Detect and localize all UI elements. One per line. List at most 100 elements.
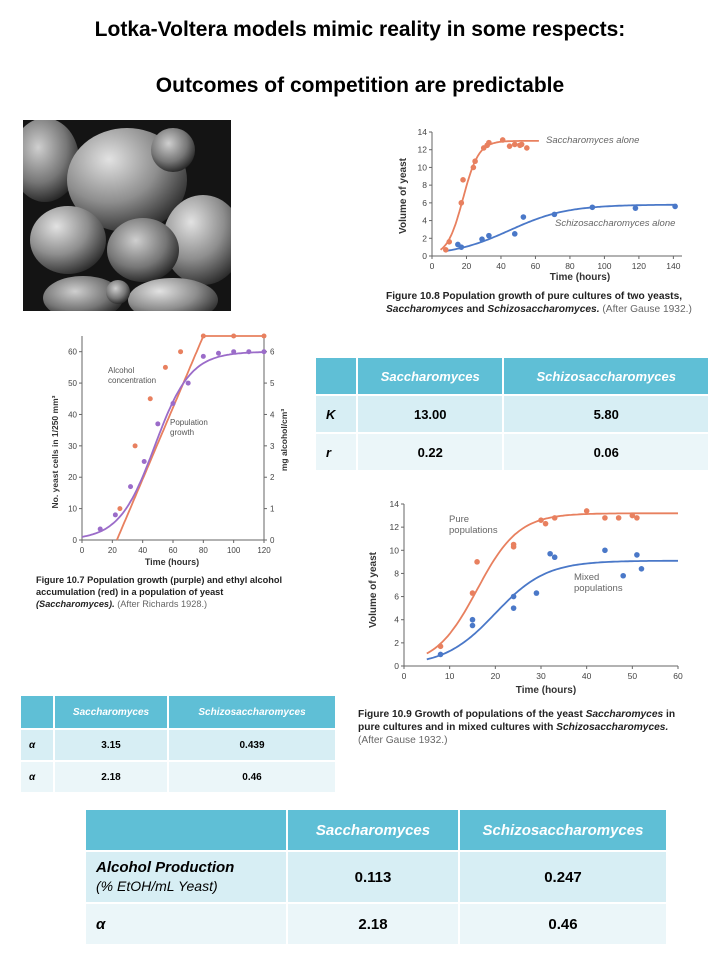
mixed-point	[620, 572, 626, 579]
pure-label-line1: Pure	[449, 514, 469, 525]
alcohol-point	[117, 506, 123, 512]
table-header-schizosaccharomyces: Schizosaccharomyces	[169, 696, 335, 728]
caption-species: (Saccharomyces).	[36, 599, 115, 609]
x-tick-label: 0	[80, 546, 85, 555]
pure-point	[474, 559, 480, 565]
cell-value: 0.113	[354, 868, 392, 886]
slide-title-line1: Lotka-Voltera models mimic reality in so…	[94, 18, 626, 41]
pure-point	[615, 515, 622, 521]
x-tick-label: 60	[531, 261, 541, 271]
schizosaccharomyces-point	[672, 203, 678, 210]
saccharomyces-point	[442, 247, 449, 253]
x-tick-label: 100	[597, 261, 611, 271]
row-label-alcohol-production: Alcohol Production (% EtOH/mL Yeast)	[86, 852, 286, 902]
saccharomyces-point	[460, 177, 466, 183]
table-row: K 13.00 5.80	[316, 396, 708, 432]
y-right-tick-label: 2	[270, 473, 275, 482]
schizosaccharomyces-point	[486, 232, 492, 239]
figure-10-9-caption: Figure 10.9 Growth of populations of the…	[358, 708, 694, 747]
cell-value: 0.439	[239, 739, 265, 751]
x-tick-label: 80	[565, 261, 575, 271]
x-tick-label: 30	[536, 671, 546, 681]
schizosaccharomyces-point	[520, 214, 527, 220]
saccharomyces-point	[470, 164, 477, 171]
table-k-r: Saccharomyces Schizosaccharomyces K 13.0…	[314, 356, 710, 472]
y-tick-label: 10	[418, 162, 428, 172]
saccharomyces-point	[518, 141, 525, 148]
row-label-r: r	[326, 444, 332, 460]
schizosaccharomyces-point	[589, 204, 596, 211]
alcohol-label-line2: concentration	[108, 376, 156, 385]
x-tick-label: 60	[673, 671, 683, 681]
caption-text: Population growth (purple) and ethyl alc…	[36, 575, 283, 597]
figure-10-7-caption: Figure 10.7 Population growth (purple) a…	[36, 574, 300, 610]
x-tick-label: 140	[666, 261, 680, 271]
pure-point	[634, 515, 640, 521]
table-row: Alcohol Production (% EtOH/mL Yeast) 0.1…	[86, 852, 666, 902]
population-point	[216, 350, 221, 356]
saccharomyces-point	[486, 139, 492, 146]
x-tick-label: 10	[445, 671, 455, 681]
x-axis-label: Time (hours)	[145, 557, 199, 567]
population-point	[246, 349, 252, 355]
y-tick-label: 8	[394, 568, 399, 578]
x-tick-label: 40	[582, 671, 592, 681]
y-right-tick-label: 5	[270, 379, 275, 388]
schizosaccharomyces-point	[458, 244, 465, 250]
figure-10-9: 0 10 20 30 40 50 60 0 2 4 6 8 10 12 14 Time (hours) Vo…	[356, 492, 696, 774]
population-point	[200, 353, 206, 359]
cell-value: 0.06	[593, 444, 619, 460]
caption-text-1: Growth of populations of the yeast	[414, 709, 583, 720]
y-right-tick-label: 3	[270, 442, 275, 451]
y-tick-label: 30	[68, 442, 77, 451]
y-right-tick-label: 1	[270, 505, 275, 514]
y-right-tick-label: 6	[270, 348, 275, 357]
x-tick-label: 40	[496, 261, 506, 271]
pure-point	[538, 517, 544, 523]
table-header-schizosaccharomyces: Schizosaccharomyces	[504, 358, 708, 394]
alcohol-point	[162, 364, 168, 370]
y-tick-label: 0	[394, 661, 399, 671]
mixed-point	[634, 552, 640, 558]
caption-citation: (After Gause 1932.)	[358, 735, 448, 746]
population-point	[141, 459, 147, 465]
population-label-line2: growth	[170, 428, 194, 437]
figure-10-8-caption: Figure 10.8 Population growth of pure cu…	[386, 290, 694, 316]
population-point	[185, 380, 191, 386]
pure-point	[583, 508, 590, 514]
table-header-schizosaccharomyces: Schizosaccharomyces	[460, 810, 666, 850]
pure-point	[437, 643, 444, 650]
figure-10-9-chart: 0 10 20 30 40 50 60 0 2 4 6 8 10 12 14 Time (hours) Vo…	[368, 499, 683, 696]
x-tick-label: 20	[491, 671, 501, 681]
mixed-point	[547, 550, 553, 557]
y-tick-label: 2	[422, 233, 427, 243]
pure-point	[542, 520, 549, 527]
x-tick-label: 40	[138, 546, 147, 555]
x-axis-label: Time (hours)	[516, 685, 576, 696]
y-tick-label: 6	[394, 592, 399, 602]
x-axis-label: Time (hours)	[550, 272, 610, 283]
mixed-point	[551, 554, 558, 561]
table-alcohol-production: Saccharomyces Schizosaccharomyces Alcoho…	[84, 808, 668, 946]
alcohol-point	[261, 333, 267, 339]
y-tick-label: 10	[390, 545, 400, 555]
series-label-schizosaccharomyces: Schizosaccharomyces alone	[555, 218, 675, 229]
y-tick-label: 14	[418, 127, 428, 137]
alcohol-point	[132, 443, 138, 449]
cell-value: 0.46	[242, 771, 262, 783]
population-point	[261, 349, 267, 355]
y-tick-label: 10	[68, 505, 77, 514]
mixed-point	[510, 605, 517, 611]
table-header-saccharomyces: Saccharomyces	[288, 810, 458, 850]
y-tick-label: 0	[422, 251, 427, 261]
y-right-tick-label: 4	[270, 410, 275, 419]
saccharomyces-point	[446, 239, 453, 245]
x-tick-label: 20	[108, 546, 117, 555]
y-axis-label: Volume of yeast	[398, 157, 409, 234]
alcohol-curve	[116, 335, 264, 541]
mixed-point	[469, 616, 476, 623]
caption-species-1: Saccharomyces	[386, 304, 464, 315]
population-point	[155, 421, 161, 427]
schizosaccharomyces-point	[479, 236, 485, 242]
saccharomyces-point	[511, 141, 518, 148]
